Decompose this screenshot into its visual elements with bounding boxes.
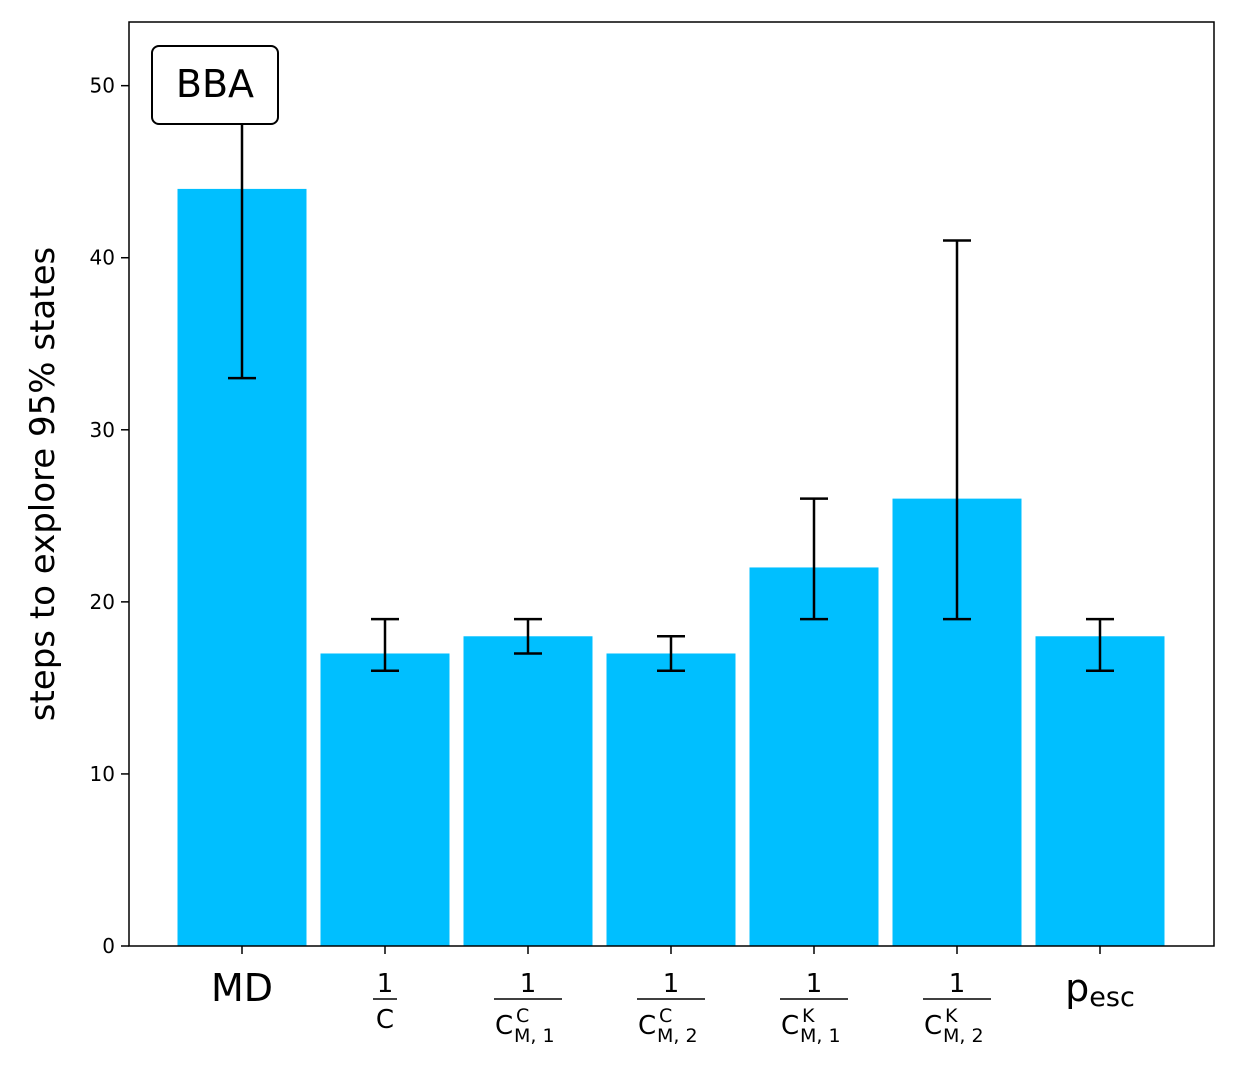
fraction-denominator: C bbox=[924, 1011, 942, 1041]
category-label: MD bbox=[211, 966, 273, 1010]
bar-4 bbox=[749, 567, 879, 946]
fraction-numerator: 1 bbox=[949, 969, 966, 999]
plot-frame bbox=[128, 21, 1215, 947]
x-tick-label-5: 1C KM, 2 bbox=[923, 969, 991, 1047]
x-tick-label-3: 1C CM, 2 bbox=[637, 969, 705, 1047]
error-bar-5 bbox=[943, 239, 971, 621]
bar-1 bbox=[320, 653, 450, 946]
bar-3 bbox=[606, 653, 736, 946]
y-tick-label: 30 bbox=[90, 418, 115, 442]
error-bars-layer bbox=[228, 118, 1114, 672]
y-tick-label: 0 bbox=[102, 934, 115, 958]
error-bar-1 bbox=[371, 617, 399, 672]
fraction-numerator: 1 bbox=[377, 969, 394, 999]
fraction-numerator: 1 bbox=[806, 969, 823, 999]
error-bar-6 bbox=[1086, 617, 1114, 672]
denominator-subscript: M, 2 bbox=[657, 1025, 698, 1047]
denominator-subscript: M, 1 bbox=[514, 1025, 555, 1047]
error-bar-3 bbox=[657, 635, 685, 672]
y-axis-label: steps to explore 95% states bbox=[23, 247, 63, 721]
annotation-badge: BBA bbox=[151, 45, 279, 125]
denominator-subscript: M, 1 bbox=[800, 1025, 841, 1047]
fraction-denominator: C bbox=[781, 1011, 799, 1041]
error-bar-2 bbox=[514, 617, 542, 655]
denominator-superscript: K bbox=[802, 1005, 815, 1027]
bar-2 bbox=[463, 636, 593, 946]
denominator-superscript: C bbox=[659, 1005, 672, 1027]
x-tick-label-1: 1C bbox=[373, 969, 397, 1035]
x-tick-label-6: pesc bbox=[1065, 966, 1135, 1013]
y-tick-label: 40 bbox=[90, 246, 115, 270]
fraction-numerator: 1 bbox=[663, 969, 680, 999]
denominator-subscript: M, 2 bbox=[943, 1025, 984, 1047]
bars-layer bbox=[177, 188, 1165, 946]
annotation-box bbox=[151, 45, 279, 125]
fraction-denominator: C bbox=[376, 1005, 394, 1035]
denominator-superscript: K bbox=[945, 1005, 958, 1027]
fraction-denominator: C bbox=[495, 1011, 513, 1041]
fraction-denominator: C bbox=[638, 1011, 656, 1041]
error-bar-4 bbox=[800, 497, 828, 621]
y-tick-label: 10 bbox=[90, 762, 115, 786]
fraction-numerator: 1 bbox=[520, 969, 537, 999]
y-axis: 0 10 20 30 40 50 bbox=[90, 74, 129, 958]
x-tick-label-0: MD bbox=[211, 966, 273, 1010]
x-tick-label-4: 1C KM, 1 bbox=[780, 969, 848, 1047]
category-label: pesc bbox=[1065, 966, 1135, 1013]
y-tick-label: 20 bbox=[90, 590, 115, 614]
bar-6 bbox=[1035, 636, 1165, 946]
annotation-text: BBA bbox=[176, 62, 254, 106]
y-tick-label: 50 bbox=[90, 74, 115, 98]
x-tick-label-2: 1C CM, 1 bbox=[494, 969, 562, 1047]
denominator-superscript: C bbox=[516, 1005, 529, 1027]
